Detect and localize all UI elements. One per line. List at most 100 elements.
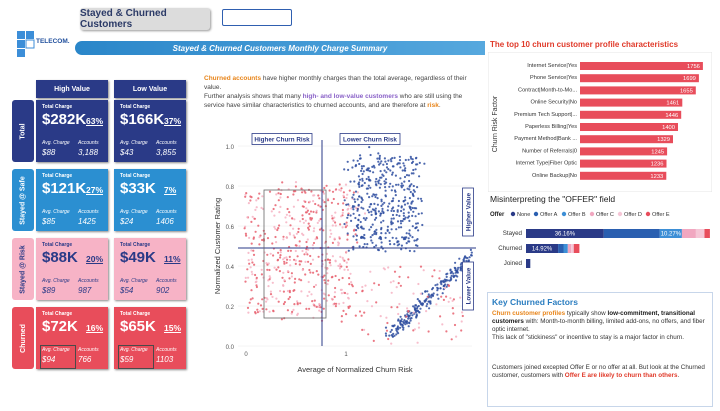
accounts-value: 987 (78, 286, 92, 295)
scatter-point (288, 277, 291, 280)
scatter-point (402, 214, 405, 217)
scatter-point (368, 205, 371, 208)
scatter-point (249, 298, 252, 301)
scatter-point (400, 248, 403, 251)
scatter-point (421, 223, 424, 227)
scatter-point (356, 207, 359, 211)
avg-charge-label: Avg. Charge (120, 278, 148, 284)
scatter-point (415, 222, 418, 225)
stacked-segment[interactable] (681, 229, 696, 238)
scatter-point (398, 326, 402, 329)
bar[interactable] (580, 147, 668, 156)
scatter-point (291, 310, 294, 313)
scatter-point (296, 255, 299, 258)
stacked-segment[interactable] (558, 244, 564, 253)
stacked-segment[interactable] (526, 259, 531, 268)
highlight-box (118, 345, 154, 369)
scatter-point (436, 289, 439, 292)
kcf-paragraph-1: Churn customer profiles typically show l… (492, 310, 708, 342)
scatter-point (304, 273, 307, 276)
bar[interactable] (580, 98, 683, 107)
scatter-point (278, 270, 281, 273)
scatter-point (245, 192, 248, 195)
scatter-point (312, 241, 316, 245)
scatter-point (315, 305, 318, 308)
bar[interactable] (580, 171, 667, 180)
scatter-point (315, 211, 318, 214)
scatter-point (257, 224, 260, 227)
row-label-3: Churned (12, 307, 34, 369)
scatter-point (345, 203, 348, 206)
tab-blank[interactable] (222, 9, 292, 26)
scatter-point (334, 305, 337, 308)
scatter-point (314, 283, 318, 287)
accounts-value: 1406 (156, 217, 174, 226)
scatter-point (282, 238, 285, 241)
scatter-point (419, 197, 423, 200)
scatter-point (441, 292, 444, 295)
scatter-point (387, 168, 390, 171)
scatter-point (391, 171, 394, 174)
scatter-point (357, 183, 361, 186)
stacked-segment[interactable] (526, 229, 604, 238)
data-label: 1756 (687, 64, 700, 70)
scatter-point (391, 165, 394, 168)
scatter-point (449, 297, 452, 300)
scatter-point (371, 223, 374, 226)
category-label: Internet Type|Fiber Optic (516, 161, 578, 167)
scatter-point (347, 214, 350, 217)
scatter-point (338, 302, 341, 305)
scatter-point (351, 285, 354, 288)
scatter-point (328, 189, 331, 192)
scatter-point (385, 181, 388, 184)
bar[interactable] (580, 135, 673, 144)
bar[interactable] (580, 74, 699, 83)
scatter-point (391, 324, 394, 327)
logo-text: TELECOM. (36, 38, 70, 45)
avg-charge-value: $59 (120, 355, 134, 364)
stacked-segment[interactable] (603, 229, 660, 238)
scatter-point (409, 312, 412, 315)
bar[interactable] (580, 62, 703, 70)
bar[interactable] (580, 123, 678, 131)
scatter-point (258, 243, 261, 246)
bar[interactable] (580, 86, 696, 95)
stacked-segment[interactable] (563, 244, 568, 253)
scatter-point (322, 292, 325, 295)
stacked-segment[interactable] (526, 244, 559, 253)
stacked-segment[interactable] (567, 244, 572, 253)
data-label: 1329 (657, 137, 670, 143)
scatter-point (413, 190, 416, 193)
scatter-point (452, 312, 455, 315)
scatter-point (395, 183, 398, 186)
scatter-point (294, 190, 297, 193)
scatter-point (253, 217, 256, 220)
scatter-point (313, 227, 316, 230)
scatter-point (298, 263, 301, 266)
avg-charge-label: Avg. Charge (120, 140, 148, 146)
stacked-segment[interactable] (571, 244, 574, 253)
scatter-point (323, 297, 326, 300)
scatter-point (334, 211, 337, 214)
scatter-point (323, 279, 326, 282)
scatter-point (399, 322, 402, 325)
scatter-point (409, 155, 412, 158)
bar[interactable] (580, 159, 667, 168)
scatter-point (368, 146, 371, 149)
stacked-segment[interactable] (704, 229, 710, 238)
category-label: Stayed (503, 230, 523, 237)
avg-charge-value: $89 (42, 286, 56, 295)
bar[interactable] (580, 110, 682, 119)
scatter-point (427, 330, 430, 333)
scatter-point (404, 196, 407, 199)
scatter-point (275, 268, 278, 271)
scatter-point (303, 253, 306, 256)
scatter-point (268, 268, 271, 272)
stacked-segment[interactable] (695, 229, 705, 238)
stacked-segment[interactable] (659, 229, 682, 238)
scatter-point (400, 184, 403, 187)
total-charge-label: Total Charge (42, 173, 73, 179)
accounts-label: Accounts (78, 347, 99, 353)
tab-stayed-churned[interactable]: Stayed & Churned Customers (80, 8, 210, 30)
stacked-segment[interactable] (573, 244, 580, 253)
